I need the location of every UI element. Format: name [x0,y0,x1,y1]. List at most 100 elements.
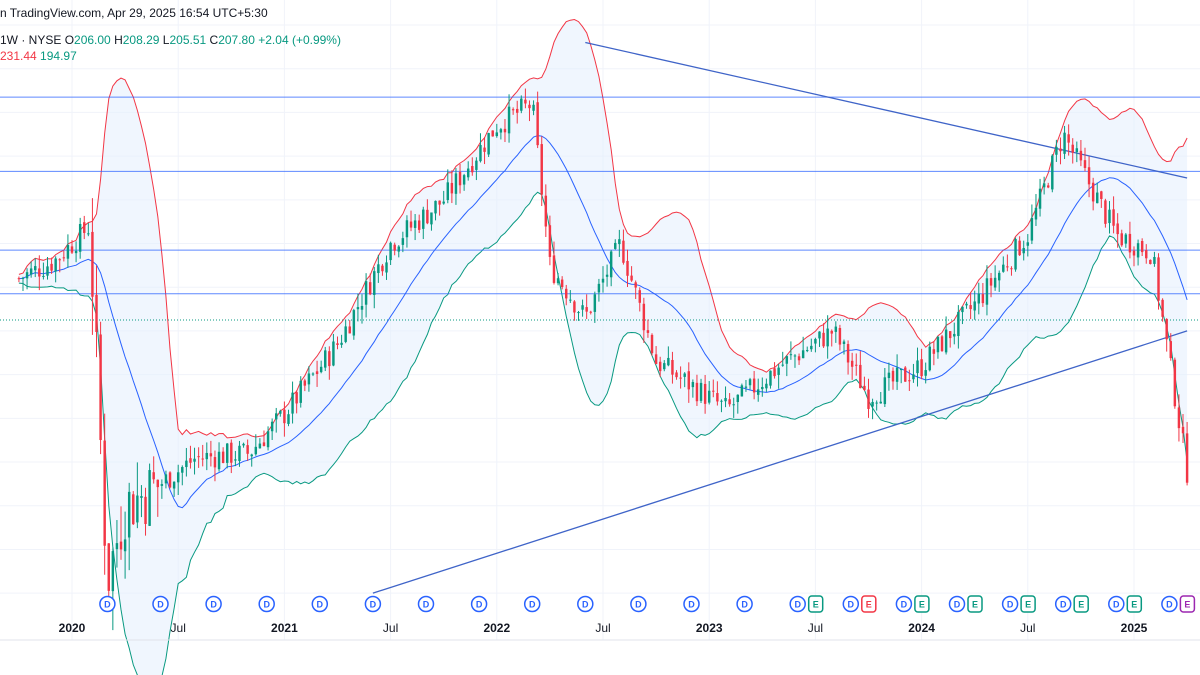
candle [940,334,944,352]
candle-body [422,209,425,229]
dividend-badge[interactable]: D [948,595,966,613]
candle [185,447,188,477]
dividend-badge[interactable]: D [99,595,116,613]
dividend-badge[interactable]: D [683,595,700,613]
candle [752,370,756,400]
candle-body [254,446,258,455]
watermark: n TradingView.com, Apr 29, 2025 16:54 UT… [0,6,268,20]
candle [344,319,347,344]
dividend-badge[interactable]: D [1161,595,1178,613]
candle-body [720,400,723,402]
earnings-badge[interactable]: E [1073,595,1089,613]
candle [989,272,993,298]
dividend-badge[interactable]: D [577,595,594,613]
candle [781,351,784,367]
dividend-badge-circle [842,595,860,613]
candle [1100,190,1103,208]
candle-body [1104,200,1107,224]
dividend-badge[interactable]: D [789,595,806,613]
candle-body [38,268,41,277]
candle [266,426,270,451]
candle-body [838,328,842,345]
candle [107,543,110,605]
candle-body [144,496,147,524]
candle-body [609,251,613,278]
trendline[interactable] [372,330,1188,594]
candle [111,547,115,631]
dividend-badge[interactable]: D [1108,595,1125,613]
candle-body [140,496,143,498]
candle [675,370,678,380]
candle-body [993,277,997,288]
candle-body [270,421,274,432]
candle-body [904,367,907,382]
candle [699,378,703,404]
candle [499,127,503,140]
candle-body [859,364,862,389]
dividend-badge[interactable]: D [364,595,382,613]
candle [381,263,384,276]
dividend-badge[interactable]: D [205,595,222,613]
dividend-badge[interactable]: D [842,595,860,613]
earnings-badge[interactable]: E [1126,595,1143,613]
candle-body [1046,185,1050,188]
candle [315,360,319,387]
candle-body [573,301,576,313]
candle-body [234,459,237,461]
earnings-badge[interactable]: E [1020,595,1036,613]
candle [879,391,882,404]
candle-body [315,371,319,375]
candle-body [91,231,94,297]
horizontal-levels[interactable] [0,96,1200,321]
candle-body [479,145,482,162]
candle [895,354,899,390]
lower-band-line [18,191,1188,675]
earnings-badge[interactable]: E [1179,595,1196,613]
dividend-badge[interactable]: D [736,595,753,613]
trendlines[interactable] [372,41,1188,594]
band-fill [18,19,1188,675]
dividend-badge[interactable]: D [523,595,541,613]
dividend-badge[interactable]: D [152,595,169,613]
candle-body [1132,250,1136,256]
dividend-badge-circle [789,595,806,613]
open-value: 206.00 [74,33,111,47]
dividend-badge[interactable]: D [311,595,329,613]
dividend-badge[interactable]: D [470,595,488,613]
candle-body [712,390,715,392]
candle-body [181,467,184,473]
candle-body [250,454,253,457]
earnings-badge[interactable]: E [914,595,930,613]
dividend-badge[interactable]: D [1001,595,1019,613]
candle [438,200,441,216]
x-tick-label: Jul [171,621,186,635]
earnings-badge[interactable]: E [967,595,983,613]
trendline[interactable] [585,41,1188,179]
candle-body [654,354,658,365]
dividend-badge-circle [152,595,169,613]
candle-body [438,200,441,205]
candle-body [663,363,666,370]
candle [299,376,302,408]
candle [838,324,842,351]
earnings-badge[interactable]: E [861,595,877,613]
dividend-badge[interactable]: D [417,595,435,613]
dividend-badge[interactable]: D [258,595,275,613]
candle [756,378,760,402]
candle-body [1083,160,1087,168]
dividend-badge[interactable]: D [1054,595,1072,613]
dividend-badge[interactable]: D [895,595,913,613]
candle-body [385,262,388,273]
candle [1124,232,1128,248]
x-tick-label: Jul [1020,621,1035,635]
candle-body [912,374,915,380]
candle-body [863,385,866,390]
dividend-badge[interactable]: D [630,595,647,613]
candle-body [1055,146,1058,155]
candle [1096,182,1099,204]
candle-body [585,307,588,312]
earnings-badge[interactable]: E [807,595,824,613]
